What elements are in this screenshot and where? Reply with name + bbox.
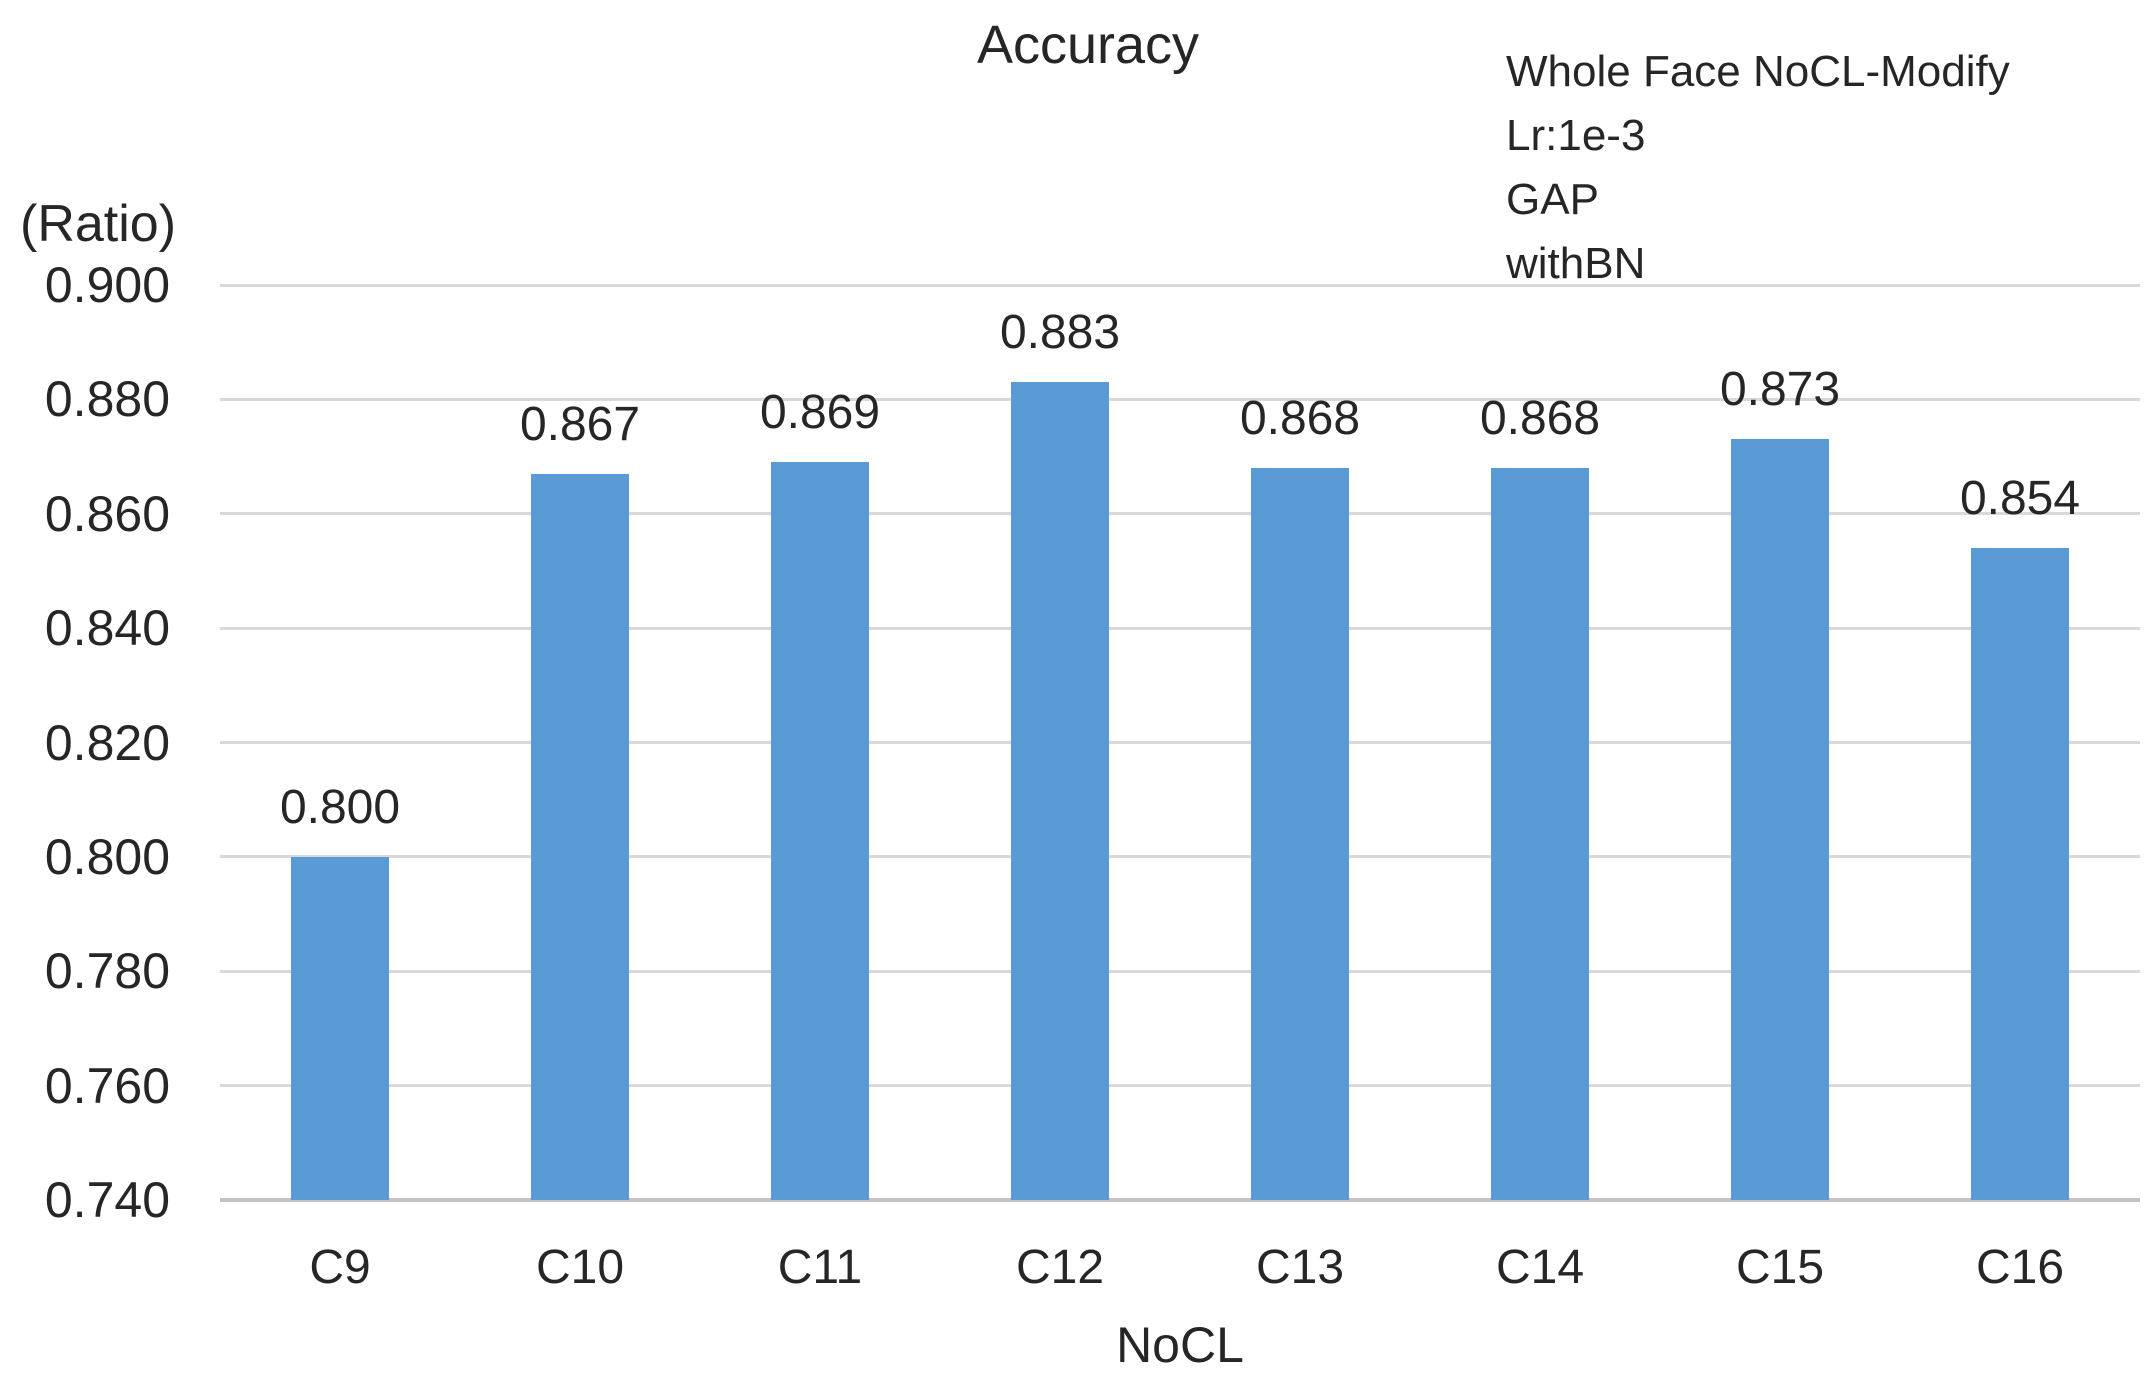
- bar-value-label: 0.873: [1719, 363, 1841, 417]
- bar-value-label: 0.868: [1479, 392, 1601, 445]
- x-axis-tick-label: C16: [1975, 1241, 2065, 1294]
- y-axis-tick-label: 0.860: [44, 485, 170, 542]
- x-axis-tick-label: C12: [1015, 1241, 1105, 1294]
- bar: [291, 856, 389, 1200]
- y-axis-tick-label: 0.880: [44, 371, 170, 428]
- x-axis-tick-label: C14: [1495, 1241, 1585, 1294]
- x-axis-tick-label: C15: [1735, 1241, 1825, 1294]
- bar: [1491, 468, 1589, 1200]
- bar-value-label: 0.800: [279, 780, 401, 834]
- chart-annotation: Whole Face NoCL-Modify Lr:1e-3 GAP withBN: [1506, 40, 2010, 296]
- bar-value-label: 0.869: [759, 386, 881, 440]
- gridline: [220, 397, 2140, 401]
- gridline: [220, 741, 2140, 744]
- bar: [1971, 548, 2069, 1200]
- annotation-line: Whole Face NoCL-Modify: [1506, 47, 2010, 96]
- y-axis-tick-label: 0.780: [44, 943, 170, 1000]
- x-axis-title: NoCL: [1116, 1317, 1244, 1373]
- y-axis-tick-label: 0.900: [44, 257, 170, 313]
- bar: [1011, 382, 1109, 1200]
- gridline: [220, 1084, 2140, 1088]
- x-axis-line: [220, 1198, 2140, 1202]
- gridline: [220, 626, 2140, 630]
- gridline: [220, 855, 2140, 859]
- bar: [531, 473, 629, 1200]
- y-axis-tick-label: 0.800: [44, 828, 170, 885]
- annotation-line: withBN: [1506, 239, 1646, 288]
- y-axis-tick-label: 0.760: [44, 1057, 170, 1114]
- gridline: [220, 512, 2140, 516]
- y-axis-tick-label: 0.840: [44, 600, 170, 657]
- bar-value-label: 0.868: [1239, 392, 1361, 445]
- bar: [1731, 439, 1829, 1200]
- gridline: [220, 283, 2140, 287]
- y-axis-tick-label: 0.820: [44, 714, 170, 771]
- bar-value-label: 0.867: [519, 397, 641, 451]
- x-axis-tick-label: C13: [1255, 1241, 1345, 1294]
- annotation-line: GAP: [1506, 175, 1599, 224]
- bar-value-label: 0.883: [999, 306, 1121, 360]
- annotation-line: Lr:1e-3: [1506, 111, 1646, 160]
- x-axis-tick-label: C9: [309, 1241, 371, 1294]
- x-axis-tick-label: C10: [535, 1241, 625, 1294]
- chart-title: Accuracy: [976, 15, 1200, 75]
- y-axis-unit-label: (Ratio): [20, 195, 177, 253]
- bar: [771, 462, 869, 1200]
- gridline: [220, 969, 2140, 973]
- y-axis-tick-label: 0.740: [44, 1172, 170, 1228]
- bar-value-label: 0.854: [1959, 472, 2081, 526]
- x-axis-tick-label: C11: [777, 1241, 863, 1294]
- bar: [1251, 468, 1349, 1200]
